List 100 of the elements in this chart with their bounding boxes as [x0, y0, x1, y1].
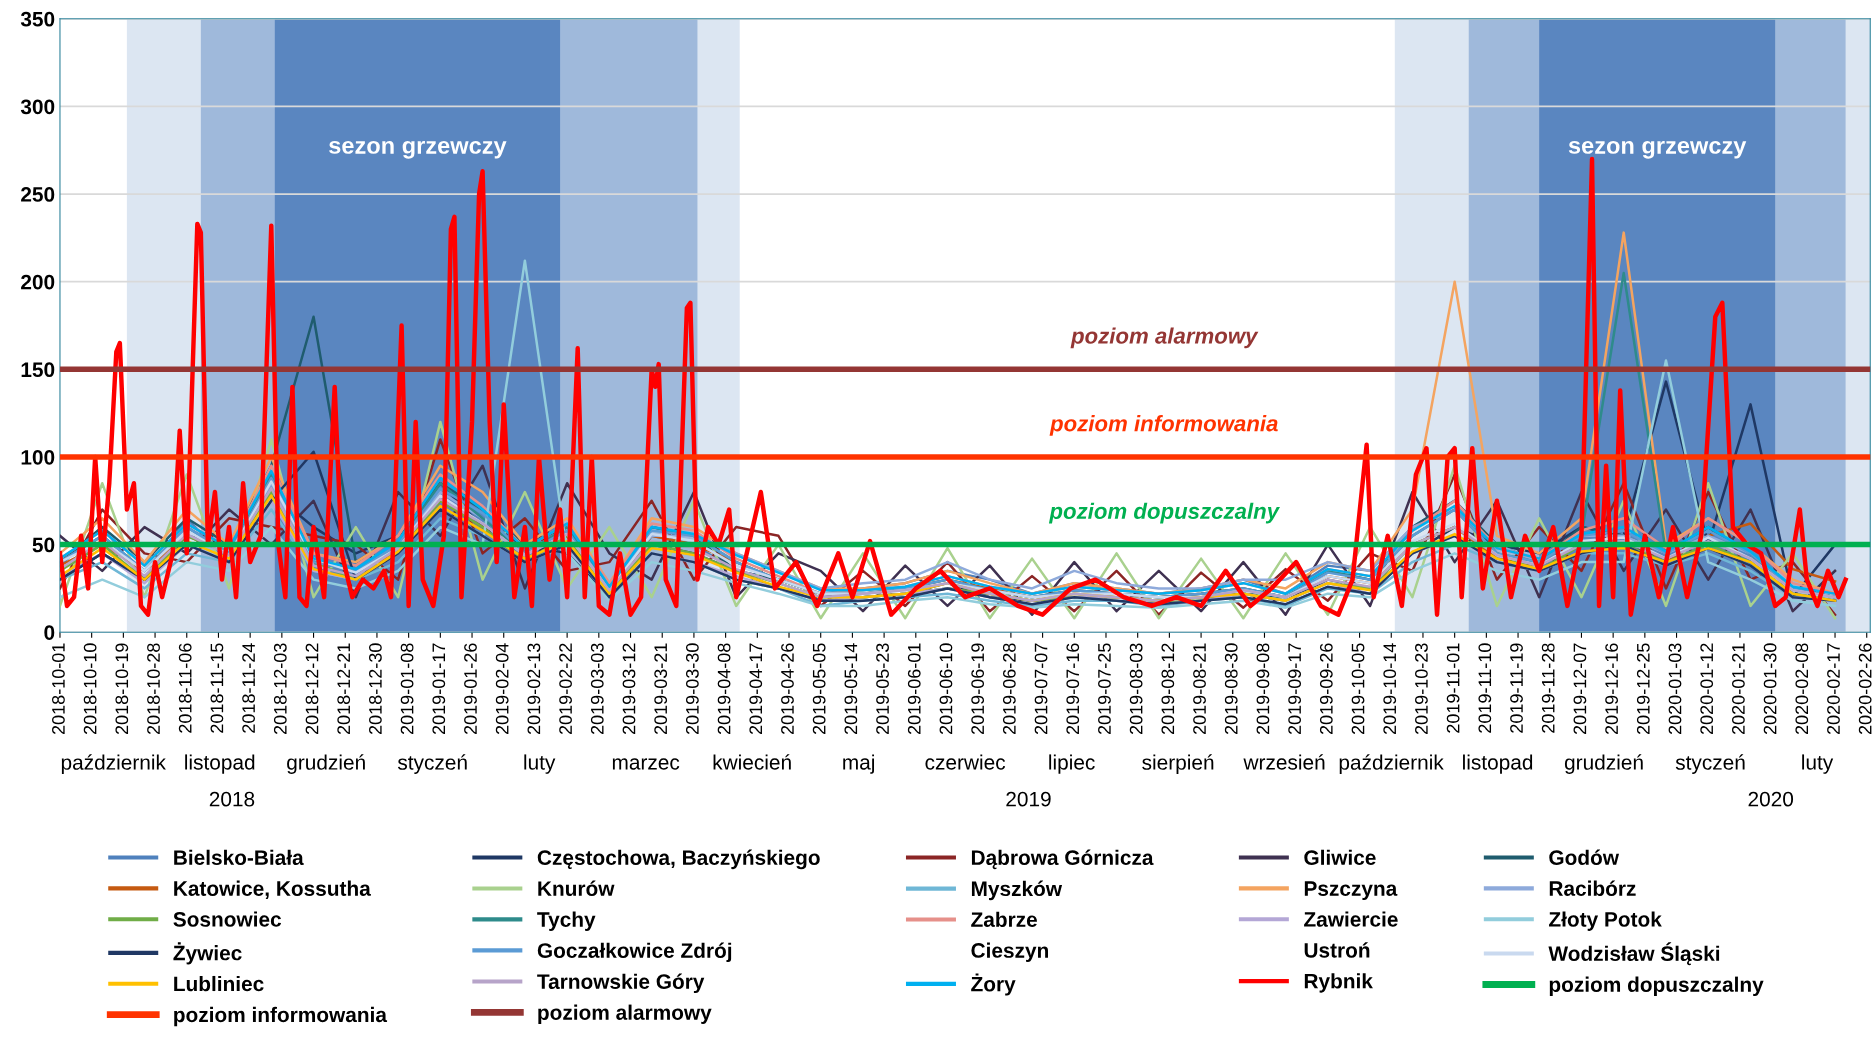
text: poziom informowania — [1049, 415, 1278, 436]
text: kwiecień — [713, 754, 791, 770]
x-tick-label: 2019-12-16 — [1605, 643, 1618, 735]
x-tick-label: 2018-12-30 — [369, 643, 382, 735]
text: listopad — [185, 754, 255, 774]
text: czerwiec — [925, 754, 1006, 770]
legend-label: Pszczyna — [1304, 881, 1398, 901]
x-tick-label: 2020-01-21 — [1732, 643, 1745, 735]
text: listopad — [1463, 754, 1533, 774]
legend-label: Bielsko-Biała — [174, 849, 304, 866]
x-tick-label: 2018-12-03 — [273, 643, 287, 735]
x-tick-label: 2019-11-10 — [1478, 643, 1492, 733]
legend-label: Złoty Potok — [1549, 911, 1662, 931]
x-tick-label: 2019-03-12 — [622, 643, 636, 735]
x-tick-label: 2019-09-26 — [1319, 643, 1333, 735]
x-tick-label: 2019-10-23 — [1415, 643, 1428, 735]
x-tick-label: 2019-03-30 — [685, 643, 699, 735]
x-tick-label: 2018-10-01 — [52, 643, 65, 735]
x-tick-label: 2019-10-05 — [1351, 643, 1365, 735]
x-tick-label: 2019-07-16 — [1066, 643, 1080, 735]
x-tick-label: 2019-05-05 — [812, 643, 826, 735]
band-label: sezon grzewczy — [329, 140, 507, 159]
y-tick-label: 50 — [32, 537, 55, 553]
x-tick-label: 2019-01-17 — [432, 643, 446, 735]
legend-label: Rybnik — [1304, 973, 1373, 993]
y-tick-label: 150 — [21, 362, 55, 378]
x-tick-label: 2019-08-12 — [1161, 643, 1175, 735]
band-label: sezon grzewczy — [1568, 140, 1747, 159]
x-tick-label: 2018-12-12 — [305, 643, 319, 735]
x-tick-label: 2019-03-21 — [654, 643, 668, 735]
y-tick-label: 200 — [21, 274, 55, 290]
legend-label: Zabrze — [971, 911, 1037, 927]
x-tick-label: 2019-09-08 — [1256, 643, 1270, 735]
y-tick-label: 0 — [44, 625, 55, 640]
x-tick-label: 2019-06-28 — [1002, 643, 1016, 735]
x-tick-label: 2018-11-15 — [210, 643, 224, 733]
x-tick-label: 2019-10-14 — [1383, 643, 1397, 735]
legend-label: Lubliniec — [174, 975, 264, 992]
x-tick-label: 2019-04-26 — [781, 643, 794, 735]
x-tick-label: 2018-11-06 — [178, 643, 192, 733]
text: poziom alarmowy — [1070, 327, 1259, 349]
legend-label: Knurów — [538, 880, 615, 896]
x-tick-label: 2020-01-12 — [1700, 643, 1714, 735]
text: grudzień — [287, 754, 365, 774]
legend-label: Godów — [1549, 849, 1620, 866]
text: luty — [524, 754, 556, 774]
x-tick-label: 2018-11-24 — [242, 643, 255, 733]
x-tick-label: 2019-06-01 — [907, 643, 921, 735]
text: wrzesień — [1243, 754, 1325, 770]
text: maj — [843, 754, 875, 774]
text: marzec — [612, 758, 680, 770]
y-tick-label: 250 — [21, 187, 55, 202]
x-tick-label: 2019-09-17 — [1288, 643, 1302, 735]
y-tick-label: 100 — [21, 449, 55, 465]
text: październik — [61, 754, 166, 774]
legend-label: Myszków — [971, 880, 1063, 901]
y-tick-label: 350 — [20, 11, 55, 27]
x-tick-label: 2018-10-28 — [147, 643, 160, 735]
legend-label: Katowice, Kossutha — [174, 880, 371, 899]
text: 2018 — [209, 791, 255, 807]
x-tick-label: 2019-11-28 — [1541, 643, 1555, 733]
x-tick-label: 2019-07-07 — [1034, 643, 1048, 735]
x-tick-label: 2018-10-19 — [115, 643, 129, 735]
x-tick-label: 2018-10-10 — [83, 643, 97, 735]
legend-label: Racibórz — [1549, 880, 1636, 896]
x-tick-label: 2019-11-19 — [1510, 643, 1523, 733]
x-tick-label: 2019-07-25 — [1098, 643, 1111, 735]
x-tick-label: 2019-11-01 — [1446, 643, 1460, 733]
x-tick-label: 2019-04-08 — [717, 643, 731, 735]
x-tick-label: 2019-08-21 — [1193, 643, 1206, 735]
x-tick-label: 2020-01-03 — [1668, 643, 1682, 735]
x-tick-label: 2019-06-10 — [939, 643, 953, 735]
x-tick-label: 2019-05-14 — [844, 643, 858, 735]
legend-label: Żory — [971, 973, 1016, 996]
legend-label: Dąbrowa Górnicza — [971, 849, 1154, 870]
x-tick-label: 2019-02-13 — [527, 643, 541, 735]
legend-label: Wodzisław Śląski — [1548, 942, 1720, 966]
x-tick-label: 2019-12-25 — [1636, 643, 1650, 735]
x-tick-label: 2019-04-17 — [749, 643, 763, 735]
legend-label: Częstochowa, Baczyńskiego — [537, 849, 820, 870]
x-tick-label: 2019-08-03 — [1129, 643, 1143, 735]
x-tick-label: 2019-02-22 — [559, 643, 572, 735]
legend-label: Zawiercie — [1304, 911, 1398, 927]
x-tick-label: 2019-01-08 — [400, 643, 414, 735]
x-tick-label: 2020-01-30 — [1763, 643, 1777, 735]
x-tick-label: 2019-08-30 — [1224, 643, 1238, 735]
text: Ustroń — [1304, 942, 1370, 958]
x-tick-label: 2019-05-23 — [876, 643, 889, 735]
x-tick-label: 2018-12-21 — [337, 643, 351, 735]
x-tick-label: 2019-12-07 — [1573, 643, 1587, 735]
x-tick-label: 2020-02-17 — [1827, 643, 1840, 735]
text: sierpień — [1142, 754, 1214, 774]
text: październik — [1339, 754, 1444, 774]
text: lipiec — [1049, 754, 1095, 774]
legend-label: Tychy — [537, 911, 596, 931]
legend-label: Goczałkowice Zdrój — [537, 942, 732, 963]
text: styczeń — [397, 754, 467, 774]
legend-label: Tarnowskie Góry — [537, 973, 705, 994]
x-tick-label: 2019-06-19 — [971, 643, 985, 735]
legend-label: Sosnowiec — [173, 911, 282, 927]
